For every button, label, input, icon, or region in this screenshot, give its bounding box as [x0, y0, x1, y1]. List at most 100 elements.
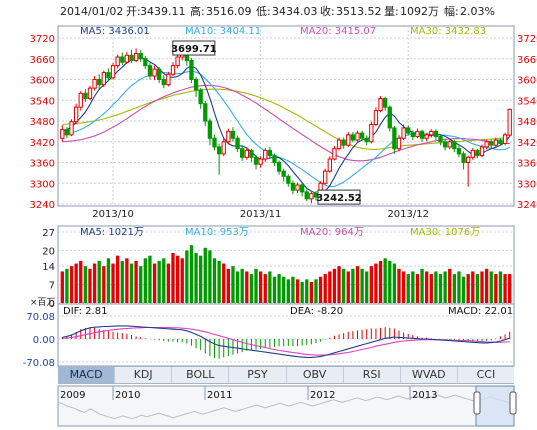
- candle-body: [193, 79, 199, 91]
- volume-bar: [157, 260, 161, 303]
- overview-year-label: 2013: [412, 390, 437, 401]
- candle-body: [350, 134, 356, 141]
- candle-body: [466, 156, 471, 163]
- candle-body: [479, 146, 485, 157]
- candle-body: [415, 130, 420, 138]
- candle-body: [507, 108, 512, 136]
- candle-body: [461, 153, 466, 164]
- ma-legend-item: MA30: 3432.83: [410, 26, 486, 37]
- candle-body: [484, 141, 489, 148]
- volume-bar: [438, 274, 443, 303]
- volume-bar: [143, 258, 147, 303]
- ma30-line: [62, 88, 510, 150]
- candle-body: [143, 58, 148, 67]
- header-low: 3434.03: [272, 5, 318, 18]
- candle-body: [170, 65, 176, 75]
- price-tick-right: 3420: [517, 138, 537, 149]
- volume-bar: [448, 268, 452, 303]
- volume-bar: [166, 263, 171, 303]
- candle-body: [138, 53, 143, 60]
- volume-bar: [392, 263, 397, 303]
- overview-year-label: 2009: [60, 390, 85, 401]
- candle-body: [258, 158, 263, 165]
- volume-bar: [341, 268, 346, 303]
- candle-body: [263, 149, 268, 160]
- tab-obv[interactable]: OBV: [287, 367, 344, 383]
- volume-bar: [240, 268, 244, 303]
- candle-body: [401, 127, 406, 139]
- volume-bar: [508, 274, 512, 303]
- candle-body: [438, 136, 443, 143]
- candle-body: [244, 149, 249, 158]
- ma10-line: [62, 70, 510, 188]
- candle-body: [341, 139, 346, 146]
- tab-kdj[interactable]: KDJ: [115, 367, 173, 383]
- macd-tick: -70.08: [23, 358, 55, 369]
- tab-psy[interactable]: PSY: [229, 367, 287, 383]
- volume-bar: [83, 266, 88, 303]
- macd-unit: ×百万: [30, 297, 56, 308]
- price-tick-right: 3660: [517, 55, 537, 66]
- volume-bar: [328, 271, 332, 303]
- volume-bar: [231, 266, 235, 303]
- volume-bar: [272, 276, 277, 303]
- volume-bar: [120, 260, 124, 303]
- header-amp-label: 幅:: [444, 5, 459, 18]
- volume-tick: 27: [42, 228, 55, 239]
- volume-bar: [277, 274, 281, 303]
- volume-bar: [254, 268, 258, 303]
- candle-body: [327, 158, 332, 172]
- candle-body: [272, 155, 277, 163]
- candle-body: [424, 134, 429, 139]
- tab-boll[interactable]: BOLL: [172, 367, 230, 383]
- volume-bar: [337, 266, 341, 303]
- candle-body: [286, 175, 291, 184]
- volume-bar: [102, 266, 106, 303]
- price-tick-right: 3720: [517, 34, 537, 45]
- volume-bar: [415, 274, 420, 303]
- volume-bar: [115, 255, 120, 303]
- volume-bar: [125, 258, 129, 303]
- volume-bar: [189, 245, 194, 303]
- volume-bar: [139, 266, 143, 303]
- candle-body: [290, 182, 296, 191]
- candle-body: [267, 149, 273, 157]
- volume-bar: [397, 268, 401, 303]
- volume-bar: [185, 250, 189, 303]
- volume-bar: [65, 268, 69, 303]
- ma20-line: [62, 84, 510, 162]
- candle-body: [346, 134, 351, 146]
- tab-wvad[interactable]: WVAD: [401, 367, 458, 383]
- candle-body: [64, 129, 70, 136]
- volume-bar: [199, 255, 203, 303]
- header-volume: 1092万: [400, 5, 439, 18]
- volume-bar: [180, 258, 184, 303]
- volume-bar: [498, 271, 503, 303]
- candle-body: [101, 72, 106, 86]
- candle-body: [161, 79, 166, 86]
- candle-body: [309, 193, 314, 200]
- volume-bar: [106, 258, 111, 303]
- tab-cci[interactable]: CCI: [476, 368, 496, 381]
- price-tick-left: 3600: [30, 76, 55, 87]
- volume-bar: [245, 271, 249, 303]
- volume-bar: [332, 268, 337, 303]
- candle-body: [433, 130, 439, 138]
- volume-bar: [235, 271, 240, 303]
- candle-body: [475, 149, 480, 157]
- tab-macd[interactable]: MACD: [58, 367, 116, 383]
- tab-rsi[interactable]: RSI: [344, 367, 401, 383]
- candle-body: [498, 139, 503, 144]
- price-tick-left: 3360: [30, 159, 55, 170]
- candle-body: [410, 132, 415, 138]
- overview-year-label: 2012: [310, 390, 335, 401]
- overview-handle-right: [509, 391, 517, 415]
- volume-bar: [134, 260, 138, 303]
- candle-body: [369, 123, 374, 143]
- volume-bar: [484, 268, 489, 303]
- ma-legend-item: MA5: 3436.01: [80, 26, 150, 37]
- price-tick-right: 3360: [517, 159, 537, 170]
- x-tick-label: 2013/10: [92, 209, 134, 220]
- header-high: 3516.09: [206, 5, 252, 18]
- candle-body: [299, 184, 305, 193]
